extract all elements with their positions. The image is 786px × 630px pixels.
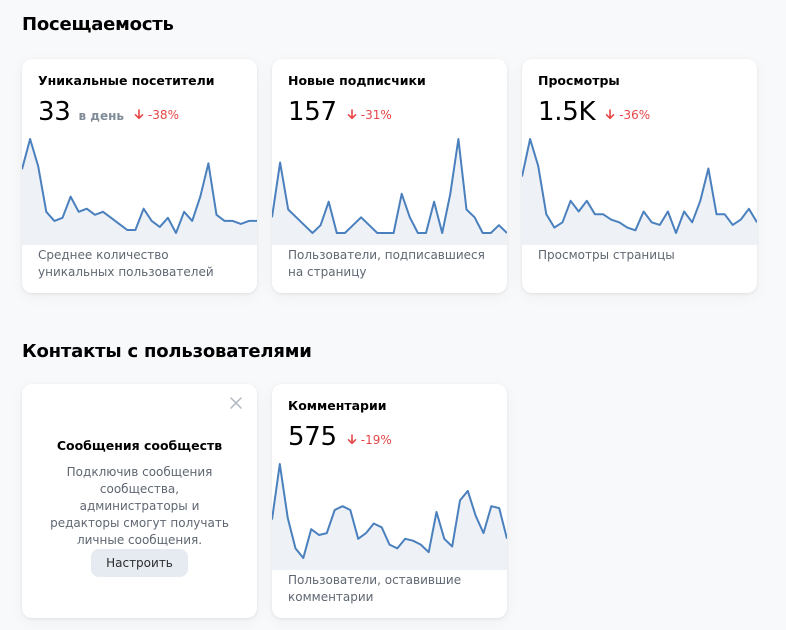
promo-title: Сообщения сообществ xyxy=(56,438,223,453)
delta-value: -36% xyxy=(619,107,651,122)
card-title: Комментарии xyxy=(288,398,387,413)
card-title: Просмотры xyxy=(538,73,620,88)
card-page-views[interactable]: Просмотры 1.5K -36% Просмотры страницы xyxy=(522,59,757,293)
card-description: Пользователи, оставившие комментарии xyxy=(288,573,462,604)
card-description: Просмотры страницы xyxy=(538,248,675,262)
sparkline-area xyxy=(272,139,507,245)
metric-value: 33 xyxy=(38,97,71,127)
sparkline-line xyxy=(522,139,757,233)
sparkline-chart xyxy=(522,135,757,245)
metric-unit: в день xyxy=(78,109,124,123)
sparkline-line xyxy=(272,139,507,233)
section-title-attendance: Посещаемость xyxy=(22,14,174,35)
metric-row: 33 в день -38% xyxy=(38,97,179,127)
sparkline-area xyxy=(522,139,757,245)
arrow-down-icon xyxy=(134,109,144,120)
delta-badge: -19% xyxy=(347,433,392,447)
delta-badge: -38% xyxy=(134,108,179,122)
card-description: Среднее количество уникальных пользовате… xyxy=(38,248,214,279)
sparkline-chart xyxy=(22,135,257,245)
metric-row: 157 -31% xyxy=(288,97,392,127)
card-new-subscribers[interactable]: Новые подписчики 157 -31% Пользователи, … xyxy=(272,59,507,293)
delta-badge: -36% xyxy=(605,108,650,122)
metric-value: 1.5K xyxy=(538,97,596,127)
delta-value: -38% xyxy=(147,107,179,122)
arrow-down-icon xyxy=(347,434,357,445)
card-title: Уникальные посетители xyxy=(38,73,215,88)
sparkline-chart xyxy=(272,135,507,245)
delta-badge: -31% xyxy=(347,108,392,122)
sparkline-area xyxy=(272,464,507,570)
sparkline-line xyxy=(22,139,257,233)
promo-text: Подключив сообщения сообщества, админист… xyxy=(50,465,229,547)
setup-button[interactable]: Настроить xyxy=(91,549,188,577)
sparkline-chart xyxy=(272,460,507,570)
close-icon[interactable] xyxy=(229,396,243,410)
metric-value: 157 xyxy=(288,97,337,127)
card-description: Пользователи, подписавшиеся на страницу xyxy=(288,248,485,279)
sparkline-line xyxy=(272,464,507,558)
card-title: Новые подписчики xyxy=(288,73,426,88)
card-community-messages: Сообщения сообществ Подключив сообщения … xyxy=(22,384,257,618)
section-title-contacts: Контакты с пользователями xyxy=(22,341,312,362)
metric-row: 1.5K -36% xyxy=(538,97,650,127)
metric-row: 575 -19% xyxy=(288,422,392,452)
delta-value: -31% xyxy=(360,107,392,122)
delta-value: -19% xyxy=(360,432,392,447)
metric-value: 575 xyxy=(288,422,337,452)
card-comments[interactable]: Комментарии 575 -19% Пользователи, остав… xyxy=(272,384,507,618)
arrow-down-icon xyxy=(605,109,615,120)
card-unique-visitors[interactable]: Уникальные посетители 33 в день -38% Сре… xyxy=(22,59,257,293)
arrow-down-icon xyxy=(347,109,357,120)
sparkline-area xyxy=(22,139,257,245)
